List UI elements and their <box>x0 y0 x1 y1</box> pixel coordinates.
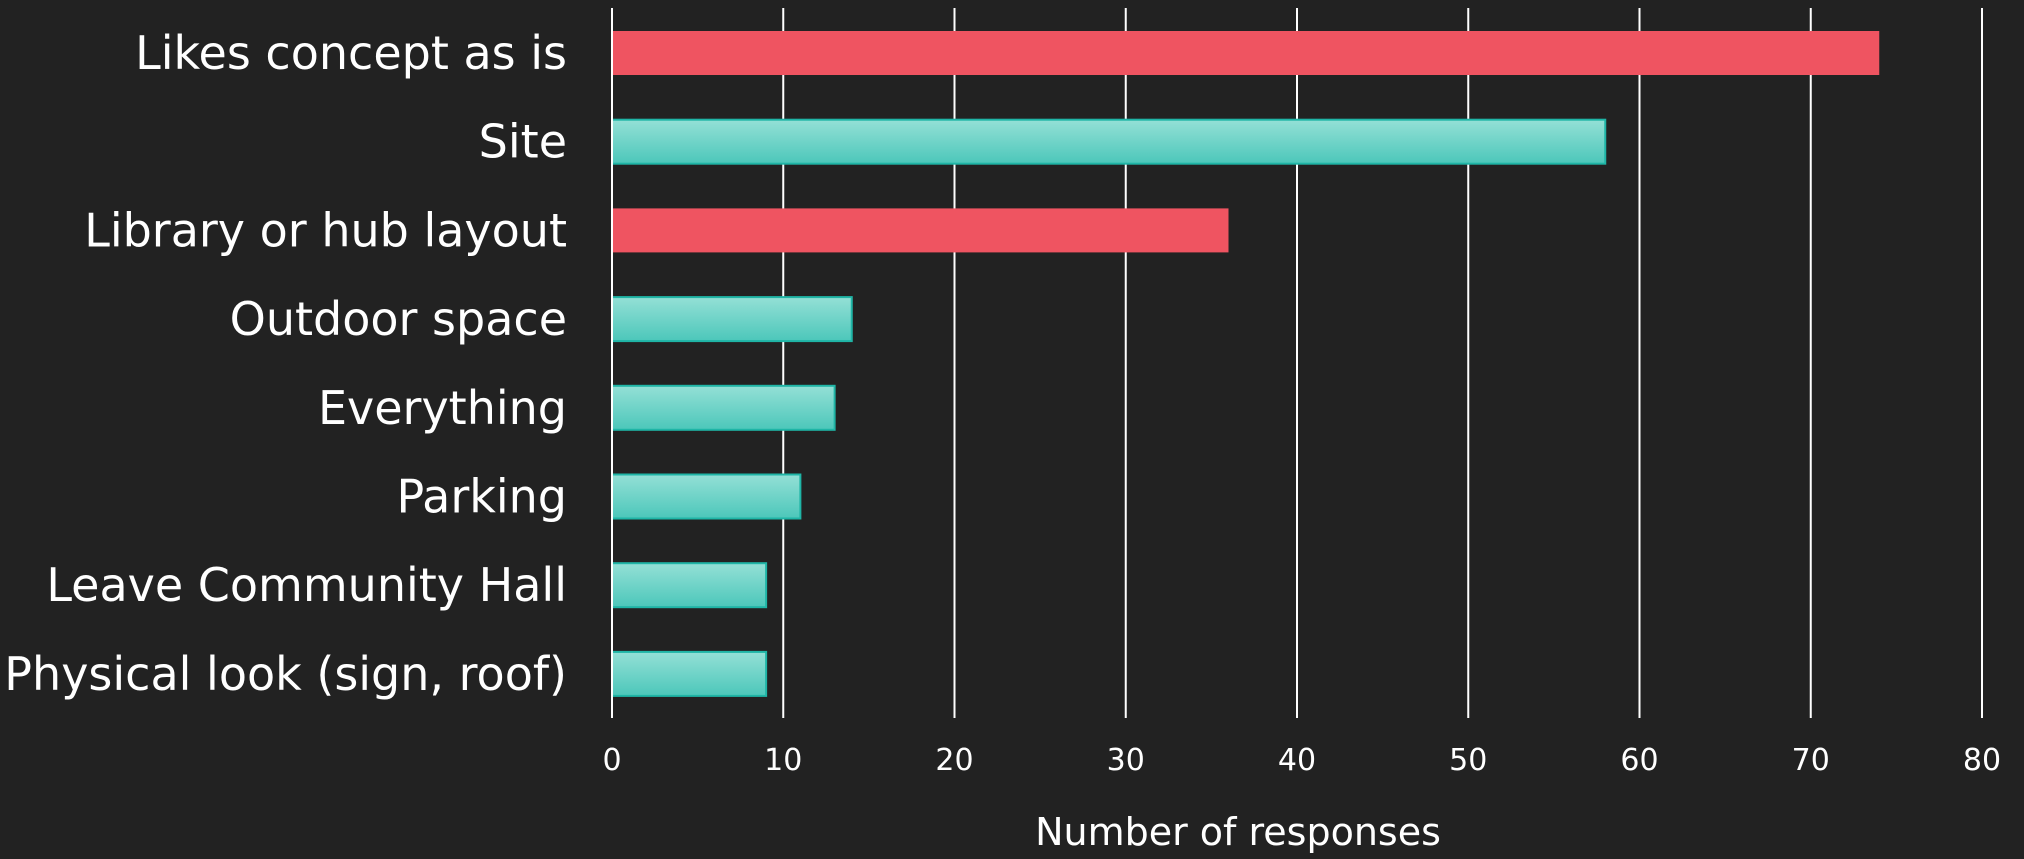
bar-1 <box>611 118 1607 165</box>
x-tick-label: 70 <box>1792 743 1830 778</box>
bar-4 <box>611 384 836 431</box>
bar-7 <box>611 650 768 697</box>
category-labels: Likes concept as is Site Library or hub la… <box>4 26 567 701</box>
x-tick-label: 50 <box>1449 743 1487 778</box>
x-tick-label: 20 <box>935 743 973 778</box>
x-tick-label: 40 <box>1278 743 1316 778</box>
bar-2 <box>612 208 1229 253</box>
x-tick-labels: 0 10 20 30 40 50 60 70 80 <box>602 743 2001 778</box>
x-tick-label: 60 <box>1620 743 1658 778</box>
category-label: Leave Community Hall <box>46 558 567 612</box>
bar-6 <box>611 562 768 609</box>
x-tick-label: 10 <box>764 743 802 778</box>
category-label: Site <box>479 115 567 169</box>
bar-5 <box>611 473 802 520</box>
x-tick-label: 30 <box>1107 743 1145 778</box>
category-label: Everything <box>318 381 567 435</box>
x-tick-label: 80 <box>1963 743 2001 778</box>
x-axis-title: Number of responses <box>1035 810 1441 854</box>
category-label: Outdoor space <box>230 292 567 346</box>
category-label: Library or hub layout <box>84 203 567 257</box>
category-label: Physical look (sign, roof) <box>4 647 567 701</box>
bar-0 <box>612 31 1880 75</box>
x-tick-label: 0 <box>602 743 621 778</box>
category-label: Likes concept as is <box>135 26 567 80</box>
gridlines <box>611 8 1983 718</box>
category-label: Parking <box>396 470 567 524</box>
bars <box>611 8 1880 718</box>
bar-3 <box>611 296 853 343</box>
